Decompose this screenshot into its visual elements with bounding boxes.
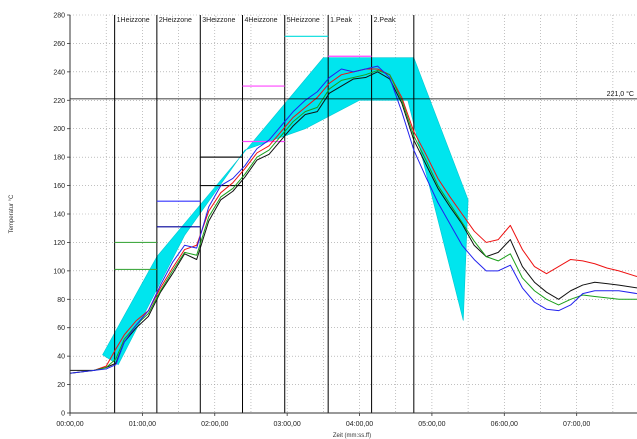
- zone-label: 5Heizzone: [287, 17, 320, 24]
- zone-label: 1.Peak: [330, 17, 352, 24]
- x-tick-label: 07:00,00: [563, 421, 590, 428]
- series-line: [69, 69, 637, 374]
- zone-label: 3Heizzone: [202, 17, 235, 24]
- x-tick-label: 05:00,00: [418, 421, 445, 428]
- y-tick-label: 240: [53, 69, 65, 76]
- y-tick-label: 200: [53, 126, 65, 133]
- x-tick-label: 00:00,00: [56, 421, 83, 428]
- reference-line-label: 221,0 °C: [607, 90, 634, 98]
- axes: 0 20 40 60 80 100 120 140 160 180 200 220 240 260 280 0…: [53, 13, 637, 428]
- x-tick-label: 02:00,00: [201, 421, 228, 428]
- y-tick-label: 120: [53, 240, 65, 247]
- series-lines: [69, 65, 637, 374]
- tolerance-band: [102, 57, 469, 366]
- y-tick-label: 160: [53, 183, 65, 190]
- zone-label: 4Heizzone: [245, 17, 278, 24]
- tolerance-band-polygon: [102, 57, 469, 366]
- x-axis-label: Zeit (mm:ss.ff): [333, 433, 371, 439]
- x-tick-label: 06:00,00: [491, 421, 518, 428]
- y-tick-label: 180: [53, 155, 65, 162]
- zone-label: 2Heizzone: [159, 17, 192, 24]
- y-tick-label: 0: [61, 411, 65, 418]
- y-tick-label: 260: [53, 41, 65, 48]
- y-tick-label: 140: [53, 212, 65, 219]
- y-axis-label: Temperatur °C: [9, 194, 15, 233]
- y-tick-label: 60: [57, 325, 65, 332]
- series-line: [70, 71, 637, 371]
- zone-label: 2.Peak: [374, 17, 396, 24]
- y-tick-label: 220: [53, 98, 65, 105]
- y-tick-label: 280: [53, 13, 65, 20]
- zone-label: 1Heizzone: [117, 17, 150, 24]
- y-tick-label: 100: [53, 268, 65, 275]
- x-tick-label: 04:00,00: [346, 421, 373, 428]
- x-tick-label: 03:00,00: [274, 421, 301, 428]
- y-tick-label: 40: [57, 354, 65, 361]
- series-line: [69, 65, 637, 374]
- reference-line: 221,0 °C: [70, 90, 637, 100]
- y-tick-label: 80: [57, 297, 65, 304]
- y-tick-label: 20: [57, 382, 65, 389]
- x-tick-label: 01:00,00: [129, 421, 156, 428]
- zone-lines: 1Heizzone 2Heizzone 3Heizzone 4Heizzone 5Hei…: [114, 15, 415, 413]
